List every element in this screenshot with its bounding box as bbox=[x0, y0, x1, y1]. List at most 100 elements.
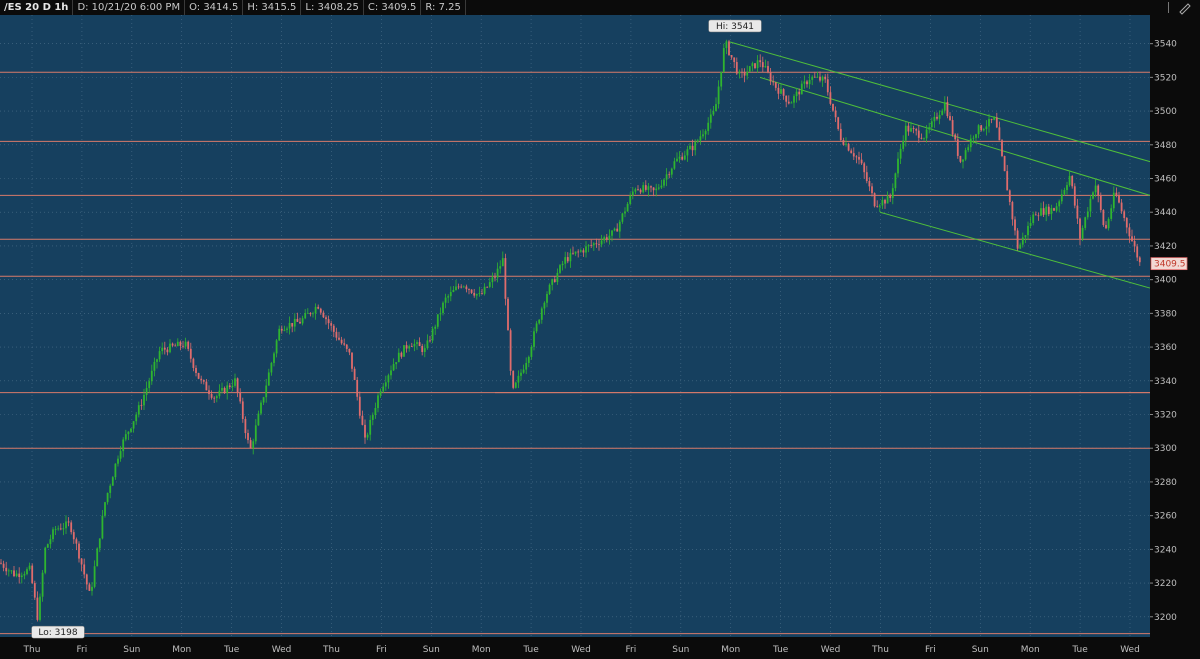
candle-body bbox=[400, 352, 403, 357]
candle-body bbox=[184, 341, 187, 347]
candle-body bbox=[660, 185, 663, 188]
candle-body bbox=[78, 543, 80, 559]
lo-label: Lo: 3198 bbox=[38, 628, 77, 638]
candle-body bbox=[72, 532, 75, 540]
candle-body bbox=[91, 586, 93, 591]
close-value: C: 3409.5 bbox=[364, 0, 422, 15]
candle-body bbox=[13, 570, 15, 577]
candle-body bbox=[351, 352, 353, 369]
candle-body bbox=[280, 328, 283, 331]
candle-body bbox=[1008, 190, 1011, 202]
symbol-label[interactable]: /ES 20 D 1h bbox=[0, 0, 74, 15]
candle-body bbox=[395, 362, 398, 365]
y-tick-label: 3340 bbox=[1154, 377, 1177, 387]
candle-body bbox=[325, 317, 327, 320]
candle-body bbox=[559, 265, 561, 273]
candle-body bbox=[408, 346, 411, 349]
candle-body bbox=[44, 547, 47, 573]
y-tick-label: 3520 bbox=[1154, 73, 1177, 83]
candle-body bbox=[1094, 185, 1097, 193]
candle-body bbox=[309, 312, 312, 315]
candle-body bbox=[54, 528, 57, 530]
candle-body bbox=[613, 228, 616, 231]
candle-body bbox=[949, 116, 951, 121]
candle-body bbox=[343, 343, 346, 345]
x-tick-label: Mon bbox=[172, 645, 191, 655]
candle-body bbox=[10, 570, 13, 572]
candle-body bbox=[569, 252, 572, 262]
candle-body bbox=[878, 205, 881, 207]
candle-body bbox=[371, 415, 374, 420]
candle-body bbox=[36, 597, 39, 620]
candle-body bbox=[1068, 176, 1071, 186]
candle-body bbox=[470, 289, 473, 293]
candle-body bbox=[774, 82, 777, 88]
candle-body bbox=[1079, 218, 1081, 239]
candle-body bbox=[228, 385, 231, 388]
candle-body bbox=[473, 292, 476, 296]
candle-body bbox=[124, 434, 127, 440]
candle-body bbox=[231, 385, 234, 388]
candle-body bbox=[117, 458, 119, 464]
candle-body bbox=[278, 328, 281, 341]
candle-body bbox=[265, 385, 268, 398]
candle-body bbox=[964, 150, 967, 160]
open-value: O: 3414.5 bbox=[185, 0, 244, 15]
candle-body bbox=[998, 127, 1001, 141]
candle-body bbox=[748, 66, 751, 72]
candle-body bbox=[969, 138, 972, 148]
candle-body bbox=[556, 272, 559, 282]
candle-body bbox=[1128, 227, 1131, 237]
candle-body bbox=[707, 122, 710, 131]
x-tick-label: Wed bbox=[272, 645, 292, 655]
candle-body bbox=[889, 195, 892, 198]
candle-body bbox=[431, 328, 434, 341]
candle-body bbox=[917, 130, 920, 138]
candle-body bbox=[746, 71, 749, 76]
candle-body bbox=[683, 155, 686, 160]
candle-body bbox=[283, 329, 286, 331]
candle-body bbox=[161, 347, 164, 352]
candle-body bbox=[452, 289, 455, 293]
candle-body bbox=[5, 567, 8, 572]
pencil-icon[interactable] bbox=[1150, 0, 1200, 15]
candle-body bbox=[915, 129, 918, 131]
candle-body bbox=[590, 245, 593, 246]
candle-body bbox=[156, 359, 158, 362]
candle-body bbox=[959, 155, 962, 162]
candle-body bbox=[200, 378, 203, 381]
candle-body bbox=[197, 372, 200, 379]
candle-body bbox=[496, 268, 499, 278]
candle-body bbox=[202, 380, 205, 382]
candle-body bbox=[988, 118, 990, 127]
y-tick-label: 3360 bbox=[1154, 343, 1177, 353]
candle-body bbox=[696, 140, 699, 142]
x-tick-label: Tue bbox=[1071, 645, 1088, 655]
candle-body bbox=[598, 244, 600, 246]
candle-body bbox=[1138, 257, 1141, 263]
candle-body bbox=[772, 81, 775, 83]
candle-body bbox=[816, 76, 819, 78]
candle-body bbox=[1125, 217, 1128, 228]
candle-body bbox=[192, 358, 195, 368]
candle-body bbox=[405, 345, 408, 349]
candle-body bbox=[826, 79, 829, 93]
chart-settings-corner[interactable] bbox=[1150, 0, 1200, 15]
candle-body bbox=[49, 539, 52, 545]
candle-body bbox=[943, 102, 946, 111]
candle-body bbox=[426, 340, 429, 349]
candle-body bbox=[106, 492, 109, 503]
candle-body bbox=[41, 572, 44, 597]
candle-body bbox=[535, 323, 538, 332]
candle-body bbox=[975, 134, 977, 138]
candle-body bbox=[1060, 194, 1063, 202]
channel-line bbox=[729, 41, 1151, 163]
candle-body bbox=[1107, 218, 1110, 229]
candle-body bbox=[18, 573, 21, 578]
candle-body bbox=[369, 419, 372, 435]
candle-body bbox=[702, 134, 704, 137]
candle-body bbox=[514, 382, 517, 388]
candle-body bbox=[434, 326, 437, 329]
candle-body bbox=[967, 147, 970, 151]
